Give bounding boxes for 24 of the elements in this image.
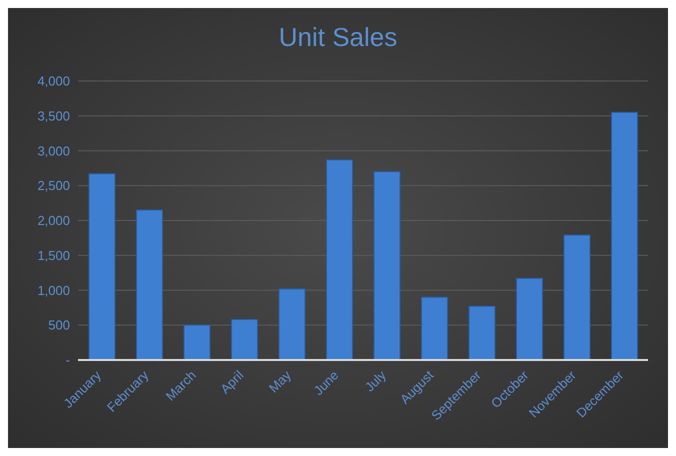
bar xyxy=(278,288,306,360)
x-tick-label: July xyxy=(362,367,390,394)
bar xyxy=(231,319,258,360)
y-tick-label: 500 xyxy=(48,318,70,333)
bar xyxy=(326,159,353,360)
y-tick-label: 3,500 xyxy=(37,108,70,124)
x-tick-label: May xyxy=(266,367,294,396)
bar xyxy=(421,296,448,360)
bar xyxy=(184,324,210,360)
bar xyxy=(136,210,163,360)
y-tick-label: 3,000 xyxy=(37,143,70,158)
bar xyxy=(516,278,543,360)
y-tick-label: - xyxy=(66,352,70,368)
y-tick-label: 2,000 xyxy=(37,213,70,228)
bar xyxy=(468,306,496,360)
y-tick-label: 1,500 xyxy=(37,248,70,263)
y-tick-label: 4,000 xyxy=(37,74,70,89)
y-tick-label: 2,500 xyxy=(37,178,70,194)
bar xyxy=(564,234,590,360)
chart-title: Unit Sales xyxy=(278,22,398,53)
y-tick-label: 1,000 xyxy=(37,282,70,298)
bar xyxy=(88,173,116,360)
bar xyxy=(611,112,638,360)
bar xyxy=(374,171,400,360)
